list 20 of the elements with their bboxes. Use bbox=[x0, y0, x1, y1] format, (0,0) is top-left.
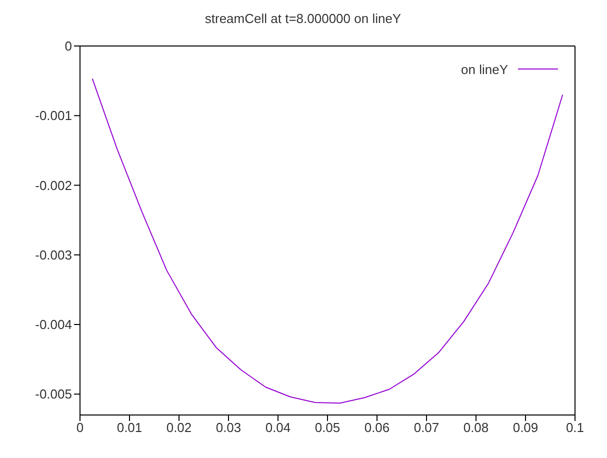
x-tick-label: 0.02 bbox=[166, 420, 192, 436]
chart-title: streamCell at t=8.000000 on lineY bbox=[204, 10, 402, 28]
x-tick-label: 0.06 bbox=[364, 420, 390, 436]
x-tick-label: 0.07 bbox=[414, 420, 440, 436]
y-tick-label: -0.002 bbox=[35, 178, 72, 193]
x-tick-label: 0.03 bbox=[216, 420, 242, 436]
x-tick-label: 0.09 bbox=[512, 420, 538, 436]
y-tick-label: 0 bbox=[64, 38, 72, 54]
x-tick-label: 0.01 bbox=[116, 420, 142, 436]
legend-label: on lineY bbox=[461, 62, 508, 76]
x-tick-label: 0.04 bbox=[265, 420, 291, 436]
y-tick-label: -0.003 bbox=[35, 247, 72, 262]
line-series bbox=[92, 78, 564, 404]
x-tick-label: 0.08 bbox=[463, 420, 489, 436]
x-tick-label: 0 bbox=[76, 420, 84, 436]
y-tick-label: -0.005 bbox=[35, 386, 72, 402]
y-tick-label: -0.001 bbox=[35, 108, 72, 124]
y-tick-label: -0.004 bbox=[35, 317, 72, 332]
x-tick-label: 0.1 bbox=[566, 420, 584, 436]
x-tick-label: 0.05 bbox=[314, 420, 340, 436]
